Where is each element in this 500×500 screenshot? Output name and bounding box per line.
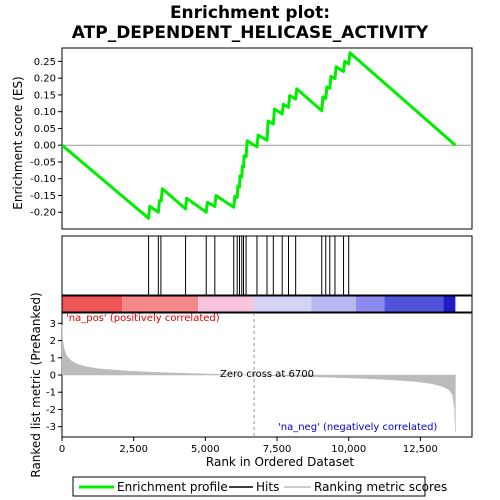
metric-y-tick-label: -1 — [46, 388, 56, 399]
heat-bar-segment — [355, 296, 385, 312]
plot-title-line-1: Enrichment plot: — [170, 3, 330, 23]
x-tick-label: 2,500 — [119, 444, 148, 455]
es-y-axis-title: Enrichment score (ES) — [11, 76, 25, 209]
heat-bar-segment — [254, 296, 312, 312]
x-tick-label: 10,000 — [331, 444, 366, 455]
x-tick-label: 0 — [59, 444, 65, 455]
legend: Enrichment profile Hits Ranking metric s… — [72, 476, 447, 497]
neg-correlated-label: 'na_neg' (negatively correlated) — [278, 422, 437, 433]
es-y-tick-label: 0.10 — [34, 107, 56, 118]
es-panel: 0.25 0.20 0.15 0.10 0.05 0.00 -0.05 -0.10 -0.15 -… — [30, 47, 473, 230]
heat-bar-segment — [198, 296, 255, 312]
metric-y-tick-label: 3 — [50, 319, 56, 330]
heat-bar-panel — [61, 295, 473, 313]
es-y-tick-label: 0.25 — [34, 57, 56, 68]
legend-enrichment-label: Enrichment profile — [117, 480, 228, 494]
x-tick-label: 7,500 — [263, 444, 292, 455]
es-y-tick-label: 0.20 — [34, 74, 56, 85]
x-axis-title: Rank in Ordered Dataset — [206, 455, 354, 469]
plot-title-line-2: ATP_DEPENDENT_HELICASE_ACTIVITY — [72, 23, 429, 43]
metric-y-tick-label: 2 — [50, 336, 56, 347]
pos-correlated-label: 'na_pos' (positively correlated) — [66, 313, 220, 324]
x-tick-label: 5,000 — [191, 444, 220, 455]
metric-y-tick-label: -3 — [46, 422, 56, 433]
x-tick-label: 12,500 — [403, 444, 438, 455]
es-y-tick-label: -0.20 — [30, 208, 56, 219]
heat-bar-segment — [122, 296, 199, 312]
heat-bar-segment — [311, 296, 356, 312]
es-y-tick-label: 0.00 — [34, 141, 56, 152]
heat-bar-segment — [443, 296, 456, 312]
heat-bar-segment — [62, 296, 123, 312]
hits-panel — [61, 235, 473, 296]
metric-y-tick-label: 1 — [50, 353, 56, 364]
heat-bar-segment — [384, 296, 444, 312]
ranking-metric-area — [61, 325, 456, 432]
enrichment-profile-line — [61, 51, 457, 220]
metric-y-tick-label: 0 — [50, 371, 56, 382]
es-y-tick-label: 0.05 — [34, 124, 56, 135]
legend-metric-label: Ranking metric scores — [314, 480, 447, 494]
es-y-tick-label: -0.15 — [30, 191, 56, 202]
heat-bar-frame — [61, 295, 473, 313]
metric-y-tick-label: -2 — [46, 405, 56, 416]
es-y-tick-label: 0.15 — [34, 90, 56, 101]
es-y-tick-label: -0.05 — [30, 157, 56, 168]
es-y-tick-label: -0.10 — [30, 174, 56, 185]
legend-hits-label: Hits — [256, 480, 279, 494]
zero-cross-label: Zero cross at 6700 — [220, 369, 314, 380]
metric-y-axis-title: Ranked list metric (PreRanked) — [29, 292, 43, 477]
